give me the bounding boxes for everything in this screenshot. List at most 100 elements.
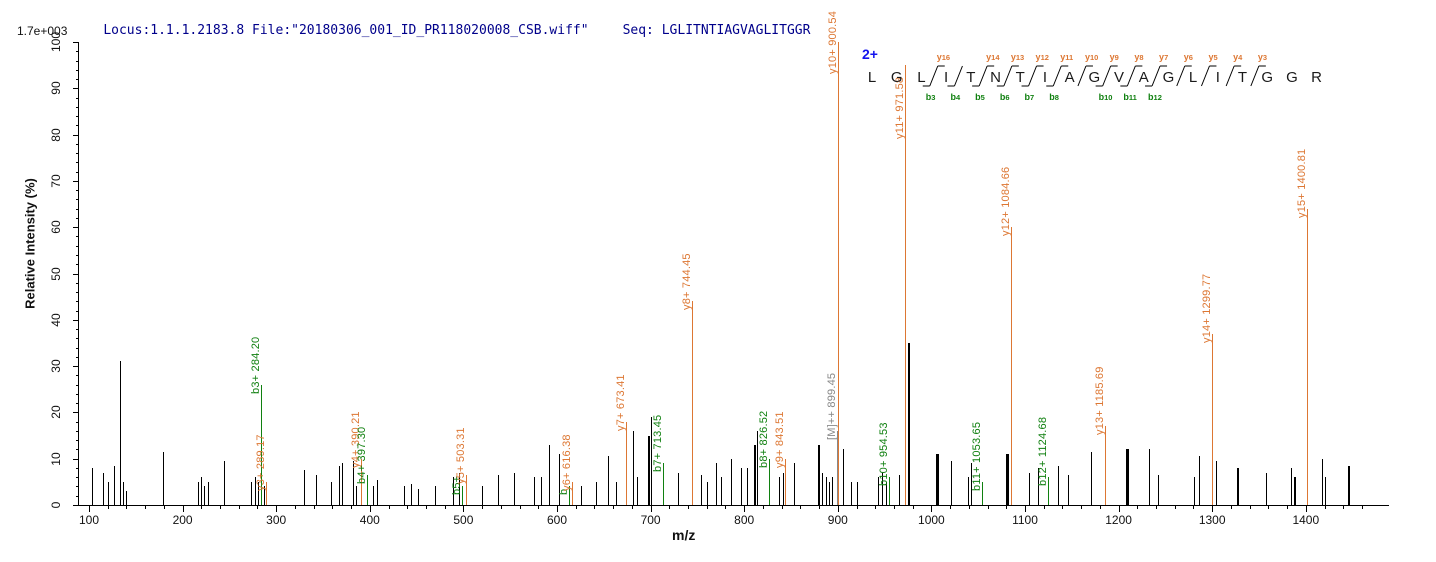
y-axis-tick bbox=[76, 310, 79, 312]
cleavage-slash bbox=[1003, 65, 1013, 87]
x-axis-tick bbox=[182, 505, 184, 512]
fragment-peak-label: y8+ 744.45 bbox=[681, 253, 694, 311]
spectrum-plot-area: 100 200 300 400 500 600 700 800 900 1000 1100 1200 1… bbox=[49, 11, 1389, 527]
residue-letter: L bbox=[868, 69, 876, 86]
y-axis-tick bbox=[76, 338, 79, 340]
peak bbox=[533, 477, 535, 505]
cleavage-slash bbox=[1151, 65, 1161, 87]
x-axis-tick bbox=[238, 505, 240, 509]
peak bbox=[1265, 472, 1267, 505]
fragment-peak bbox=[266, 481, 268, 505]
y-axis-tick bbox=[76, 430, 79, 432]
peak bbox=[741, 467, 743, 505]
y-axis-tick bbox=[73, 180, 79, 182]
y-axis-tick bbox=[76, 440, 79, 442]
peak bbox=[701, 474, 703, 505]
y-axis-tick-label: 10 bbox=[49, 452, 63, 466]
y-axis-tick bbox=[76, 208, 79, 210]
peak bbox=[207, 481, 209, 505]
fragment-peak-label: y13+ 1185.69 bbox=[1094, 366, 1107, 436]
peak bbox=[1199, 456, 1201, 505]
peak bbox=[650, 417, 652, 505]
fragment-peak bbox=[625, 421, 627, 505]
peak bbox=[677, 472, 679, 505]
x-axis-tick bbox=[126, 505, 128, 509]
b-ion-label: b6 bbox=[1000, 92, 1010, 102]
cleavage-slash bbox=[929, 65, 939, 87]
x-axis-tick bbox=[650, 505, 652, 512]
x-axis-tick-label: 1300 bbox=[1198, 513, 1226, 527]
y-axis-tick bbox=[76, 282, 79, 284]
x-axis-tick-label: 200 bbox=[172, 513, 193, 527]
residue-letter: G bbox=[1163, 69, 1175, 86]
b-ion-label: b10 bbox=[1099, 92, 1113, 102]
fragment-peak-label: b11+ 1053.65 bbox=[970, 421, 983, 491]
x-axis-tick bbox=[669, 505, 671, 509]
peak bbox=[1028, 472, 1030, 505]
x-axis-tick-label: 900 bbox=[827, 513, 848, 527]
peak bbox=[753, 444, 756, 505]
fragment-peak-label: y12+ 1084.66 bbox=[999, 166, 1012, 237]
peak bbox=[1006, 454, 1010, 505]
x-axis-tick bbox=[463, 505, 465, 512]
peak bbox=[1347, 465, 1350, 505]
peak bbox=[125, 491, 127, 505]
x-axis-tick bbox=[1025, 505, 1026, 512]
x-axis-tick bbox=[294, 505, 296, 509]
peak bbox=[204, 486, 206, 505]
fragment-peak-label: y14+ 1299.77 bbox=[1200, 273, 1213, 343]
peak bbox=[878, 477, 880, 505]
peak bbox=[122, 481, 124, 505]
x-axis-tick bbox=[1287, 505, 1289, 509]
cleavage-slash bbox=[1176, 65, 1186, 87]
x-axis-tick-label: 100 bbox=[78, 513, 100, 527]
y-axis-tick-label: 70 bbox=[49, 174, 63, 188]
peak bbox=[1321, 458, 1323, 505]
peak bbox=[856, 481, 858, 505]
x-axis-tick bbox=[781, 505, 783, 509]
x-axis-tick bbox=[388, 505, 390, 509]
y-axis-tick bbox=[76, 143, 79, 145]
x-axis-tick bbox=[819, 505, 821, 509]
y-axis-tick bbox=[73, 319, 79, 321]
x-axis-tick bbox=[500, 505, 502, 509]
x-axis-tick bbox=[837, 505, 839, 512]
x-axis-tick bbox=[1268, 505, 1270, 509]
y-axis-tick bbox=[76, 384, 79, 386]
x-axis-tick bbox=[1137, 505, 1139, 509]
y-axis-tick bbox=[73, 273, 79, 275]
peak bbox=[596, 481, 598, 505]
peak bbox=[250, 481, 252, 505]
y-axis-tick bbox=[73, 42, 79, 43]
residue-letter: T bbox=[966, 69, 975, 86]
x-axis-tick bbox=[1118, 505, 1120, 512]
x-axis-tick bbox=[1230, 505, 1232, 509]
residue-letter: G bbox=[1261, 69, 1273, 86]
x-axis-tick bbox=[313, 505, 315, 509]
peak bbox=[970, 463, 972, 505]
y-axis-tick bbox=[76, 421, 79, 423]
y-axis-tick bbox=[76, 356, 79, 358]
peak bbox=[821, 472, 823, 505]
x-axis-tick bbox=[1043, 505, 1045, 509]
peak bbox=[1324, 477, 1326, 505]
x-axis-tick bbox=[519, 505, 521, 509]
fragment-peak bbox=[568, 486, 570, 505]
peak bbox=[352, 461, 354, 505]
residue-letter: A bbox=[1139, 69, 1149, 86]
cleavage-slash bbox=[1102, 65, 1112, 87]
y-axis-tick bbox=[73, 412, 79, 414]
x-axis-tick bbox=[332, 505, 334, 509]
x-axis-tick bbox=[931, 505, 933, 512]
peak bbox=[258, 481, 260, 505]
x-axis-tick bbox=[912, 505, 914, 509]
x-axis-tick bbox=[538, 505, 540, 509]
peak bbox=[1293, 477, 1296, 505]
peak bbox=[1149, 449, 1151, 505]
y-axis-tick bbox=[76, 116, 79, 118]
peak bbox=[607, 456, 609, 505]
peak bbox=[316, 474, 318, 505]
y-axis-tick bbox=[76, 254, 79, 256]
y-axis-tick bbox=[76, 97, 79, 99]
peak bbox=[1038, 467, 1040, 505]
